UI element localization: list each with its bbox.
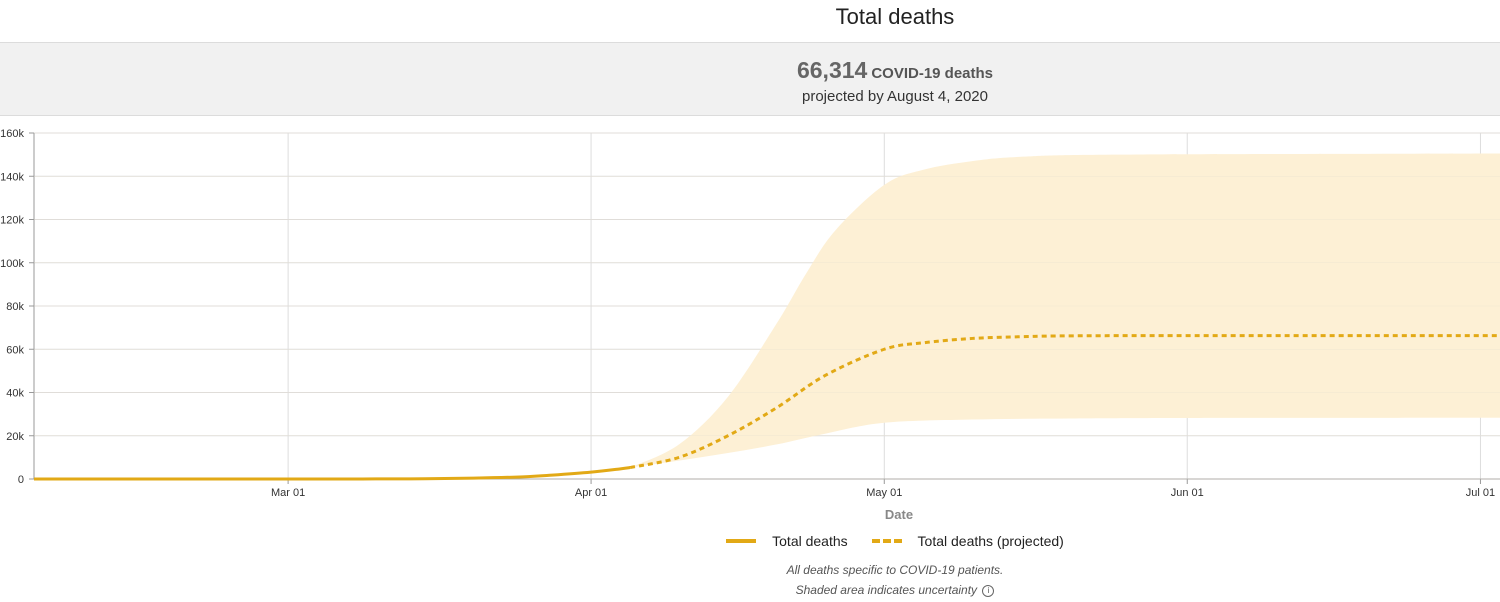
x-tick-label: Mar 01 <box>271 487 305 499</box>
y-tick-label: 140k <box>0 171 24 183</box>
legend-label-total-deaths: Total deaths <box>772 533 848 549</box>
info-icon[interactable]: i <box>982 584 995 597</box>
legend-solid-swatch <box>726 539 757 543</box>
legend-item-projected[interactable]: Total deaths (projected) <box>871 533 1064 549</box>
deaths-chart: 0 20k 40k 60k 80k 100k 120k 140k 160k Mar 01 Apr 0… <box>0 128 1500 522</box>
y-tick-label: 160k <box>0 128 24 140</box>
y-tick-label: 100k <box>0 258 24 270</box>
uncertainty-band <box>630 153 1500 468</box>
x-axis-label: Date <box>885 507 913 522</box>
chart-title: Total deaths <box>835 4 955 29</box>
legend-item-total-deaths[interactable]: Total deaths <box>726 533 848 549</box>
x-tick-label: Jul 01 <box>1466 487 1495 499</box>
summary-headline: 66,314 COVID-19 deaths <box>0 57 1500 84</box>
series-line-projected <box>629 334 1500 470</box>
x-tick-label: May 01 <box>866 487 902 499</box>
series-line-total-deaths <box>33 466 631 481</box>
deaths-note: All deaths specific to COVID-19 patients… <box>786 563 1004 577</box>
y-tick-label: 0 <box>18 474 24 486</box>
projection-date: projected by August 4, 2020 <box>802 88 988 105</box>
legend: Total deaths Total deaths (projected) <box>0 530 1500 549</box>
y-tick-label: 80k <box>6 301 24 313</box>
y-tick-label: 20k <box>6 431 24 443</box>
projected-deaths-value: 66,314 <box>796 57 868 83</box>
y-tick-label: 40k <box>6 388 24 400</box>
y-tick-label: 60k <box>6 344 24 356</box>
x-tick-label: Apr 01 <box>575 487 607 499</box>
y-tick-label: 120k <box>0 215 24 227</box>
x-tick-label: Jun 01 <box>1171 487 1204 499</box>
projected-deaths-label: COVID-19 deaths <box>871 65 994 82</box>
uncertainty-note-text: Shaded area indicates uncertainty <box>795 583 978 597</box>
summary-panel: 66,314 COVID-19 deaths projected by Augus… <box>0 42 1500 116</box>
legend-dashed-swatch <box>871 539 902 543</box>
uncertainty-note: Shaded area indicates uncertainty i <box>0 583 1500 597</box>
legend-label-projected: Total deaths (projected) <box>917 533 1064 549</box>
